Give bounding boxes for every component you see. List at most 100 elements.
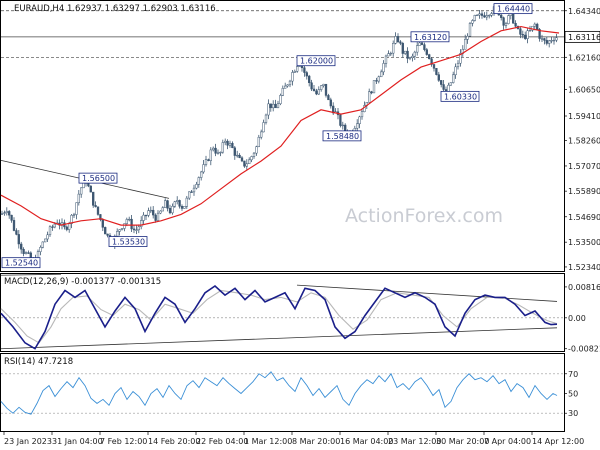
price-label-text: 1.56500 <box>82 174 115 183</box>
price-ytick-label: 1.62160 <box>568 53 600 62</box>
macd-trendline-0 <box>0 327 558 350</box>
candle-body <box>190 191 193 193</box>
candle-body <box>0 213 4 215</box>
candle-body <box>310 82 313 90</box>
candle-body <box>137 226 140 231</box>
candle-body <box>540 38 544 40</box>
candle-body <box>99 214 102 220</box>
candle-body <box>548 40 551 44</box>
candle-body <box>384 55 388 64</box>
price-label-box <box>296 55 336 67</box>
candle-body <box>135 229 138 231</box>
price-label-text: 1.63120 <box>414 33 447 42</box>
macd-panel-title: MACD(12,26,9) -0.001377 -0.001315 <box>4 277 161 287</box>
candle-body <box>442 84 445 90</box>
xtick-label: 14 Feb 20:00 <box>148 437 200 446</box>
price-panel-frame <box>0 0 565 272</box>
candle-body <box>440 80 443 85</box>
candle-body <box>468 23 472 37</box>
price-label-box <box>410 31 450 43</box>
candle-body <box>144 214 148 217</box>
candle-body <box>24 252 28 254</box>
axes: 1.64340 1.63116 1.62160 1.60650 1.59410 1.582… <box>3 7 600 446</box>
candle-body <box>437 74 440 81</box>
price-label-5: 1.63120 <box>410 31 450 43</box>
macd-ytick-label: -0.00821 <box>568 345 600 354</box>
candle-body <box>70 215 73 224</box>
candle-body <box>425 49 428 55</box>
candle-body <box>284 85 287 89</box>
candle-body <box>106 233 109 236</box>
current-price-label: 1.63116 <box>568 33 600 42</box>
candle-body <box>466 35 469 40</box>
candle-body <box>87 183 90 187</box>
candle-body <box>236 154 239 157</box>
price-trendline-1 <box>0 273 62 276</box>
candle-body <box>255 146 258 154</box>
candle-body <box>3 212 6 214</box>
candle-body <box>12 220 16 231</box>
macd-ytick-label: 0.00 <box>568 314 586 323</box>
candle-body <box>428 54 431 60</box>
candle-body <box>387 53 390 57</box>
candle-body <box>120 228 124 230</box>
candle-body <box>22 248 25 254</box>
candle-body <box>209 149 212 161</box>
candle-body <box>406 50 409 59</box>
candle-body <box>188 191 191 199</box>
candle-body <box>483 15 486 18</box>
candle-body <box>89 185 92 193</box>
candle-body <box>166 200 169 209</box>
candle-body <box>533 23 536 27</box>
rsi-line <box>0 371 558 415</box>
candle-body <box>149 209 152 212</box>
candle-body <box>53 223 56 228</box>
candle-body <box>293 71 296 73</box>
candle-body <box>183 206 186 209</box>
price-label-text: 1.53530 <box>112 238 145 247</box>
candle-body <box>39 247 42 252</box>
rsi-panel-frame <box>0 353 565 432</box>
price-plot: 1.52540 1.56500 1.53530 1.62000 1.58480 1.631… <box>0 3 564 276</box>
candle-body <box>252 152 256 157</box>
price-ytick-label: 1.58260 <box>568 137 600 146</box>
candle-body <box>459 53 462 64</box>
price-label-6: 1.60330 <box>440 90 480 102</box>
candle-body <box>375 80 378 82</box>
candle-body <box>504 23 508 26</box>
candle-body <box>204 159 208 165</box>
candle-body <box>411 55 414 58</box>
candle-body <box>248 159 251 165</box>
candle-body <box>41 241 44 248</box>
candle-body <box>329 99 332 107</box>
candle-body <box>312 88 316 92</box>
candle-body <box>452 74 455 83</box>
candle-body <box>245 163 248 167</box>
candle-body <box>214 147 217 154</box>
candle-body <box>396 36 400 43</box>
candle-body <box>128 218 131 221</box>
candle-body <box>51 226 54 228</box>
candle-body <box>356 123 359 129</box>
candle-body <box>173 201 176 207</box>
price-ytick-label: 1.64340 <box>568 7 600 16</box>
candle-body <box>418 42 421 46</box>
price-ytick-label: 1.57070 <box>568 162 600 171</box>
candle-body <box>152 209 155 216</box>
price-label-text: 1.52540 <box>5 259 38 268</box>
price-label-box <box>1 257 41 269</box>
candle-body <box>96 206 100 215</box>
candle-body <box>485 15 488 18</box>
price-label-2: 1.53530 <box>108 236 148 247</box>
candle-body <box>322 83 325 86</box>
candle-body <box>94 205 97 208</box>
candle-body <box>118 229 121 232</box>
candle-body <box>132 228 136 231</box>
candle-body <box>279 95 282 105</box>
candle-body <box>545 40 548 44</box>
candle-body <box>257 136 260 147</box>
candle-body <box>46 234 49 240</box>
candle-body <box>281 88 284 96</box>
price-label-box <box>78 172 118 184</box>
candle-body <box>130 218 133 230</box>
